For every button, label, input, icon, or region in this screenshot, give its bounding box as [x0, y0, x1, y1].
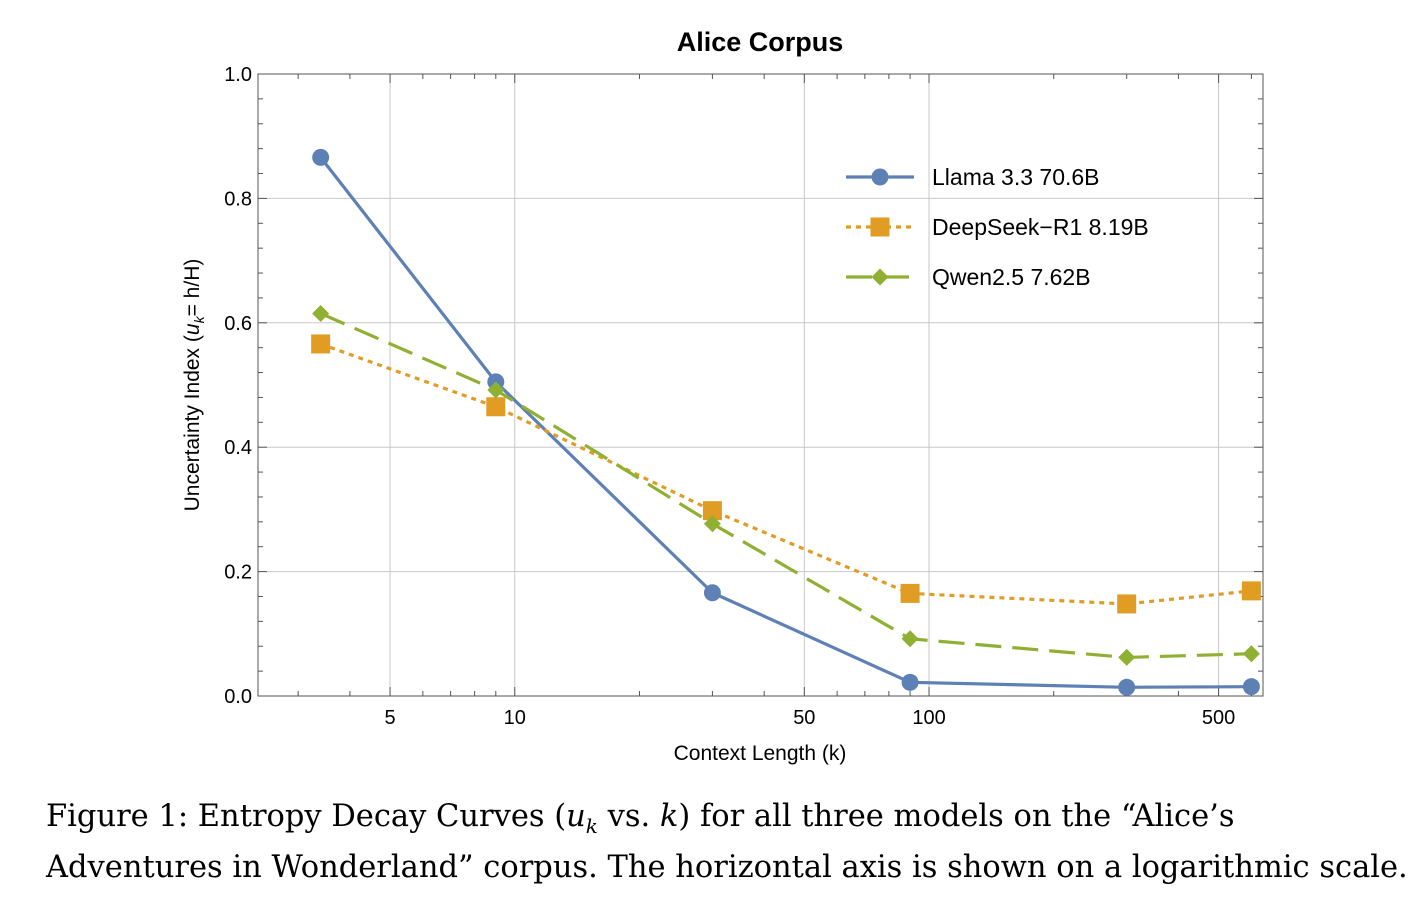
x-tick-label: 500	[1202, 707, 1235, 729]
axis-ticks: 0.0 0.2 0.4 0.6 0.8 1.0 5 10 50 100 500	[224, 64, 1263, 729]
figure-caption: Figure 1: Entropy Decay Curves (uk vs. k…	[46, 796, 1412, 889]
legend-marker	[870, 217, 890, 237]
y-axis-label-var: u	[181, 323, 204, 335]
data-point	[312, 148, 330, 166]
series-line	[319, 156, 1252, 689]
data-point	[900, 583, 920, 603]
x-axis-label: Context Length (k)	[674, 742, 847, 765]
series-1	[311, 334, 1261, 614]
data-point	[702, 501, 722, 521]
series-line	[320, 342, 1252, 606]
y-tick-label: 0.0	[224, 686, 252, 708]
data-point	[1242, 645, 1260, 663]
data-point	[703, 515, 721, 533]
data-point	[1117, 594, 1137, 614]
y-axis-label: Uncertainty Index (uk= h/H)	[181, 259, 207, 512]
y-tick-label: 0.4	[224, 437, 252, 459]
plot-frame	[257, 73, 1264, 697]
data-point	[703, 584, 721, 602]
data-point	[901, 673, 919, 691]
legend-marker	[871, 268, 889, 286]
data-point	[486, 397, 506, 417]
data-point	[1241, 581, 1261, 601]
caption-prefix: Figure 1: Entropy Decay Curves (	[46, 799, 567, 834]
series-2	[312, 304, 1260, 666]
data-point	[1242, 678, 1260, 696]
y-tick-label: 0.2	[224, 562, 252, 584]
y-tick-label: 1.0	[224, 64, 252, 86]
series-layer	[311, 148, 1261, 696]
chart-title: Alice Corpus	[677, 27, 844, 57]
series-line	[320, 312, 1252, 660]
x-tick-label: 50	[793, 707, 815, 729]
x-tick-label: 5	[384, 707, 395, 729]
y-axis-label-suffix: = h/H)	[181, 259, 204, 317]
y-tick-label: 0.8	[224, 188, 252, 210]
caption-var-sub: k	[585, 814, 598, 839]
y-axis-label-prefix: Uncertainty Index (	[181, 335, 204, 511]
data-point	[487, 381, 505, 399]
chart: 0.0 0.2 0.4 0.6 0.8 1.0 5 10 50 100 500 Llama 3.3 …	[181, 27, 1264, 765]
legend: Llama 3.3 70.6B DeepSeek−R1 8.19B Qwen2.5 …	[846, 164, 1149, 290]
legend-label: Llama 3.3 70.6B	[932, 164, 1100, 190]
caption-middle: vs.	[597, 799, 660, 834]
grid-lines	[258, 74, 1263, 696]
legend-label: Qwen2.5 7.62B	[932, 264, 1091, 290]
x-tick-label: 100	[912, 707, 945, 729]
y-axis-label-sub: k	[191, 315, 207, 323]
series-0	[312, 148, 1260, 696]
legend-marker	[871, 168, 889, 186]
x-tick-label: 10	[504, 707, 526, 729]
caption-suffix: ) for all three models on the “Alice’s A…	[46, 799, 1408, 886]
data-point	[1118, 678, 1136, 696]
caption-var-k: k	[659, 799, 679, 834]
data-point	[901, 630, 919, 648]
caption-var-u: u	[566, 799, 586, 834]
data-point	[1118, 648, 1136, 666]
data-point	[312, 304, 330, 322]
data-point	[311, 334, 331, 354]
legend-label: DeepSeek−R1 8.19B	[932, 214, 1149, 240]
y-tick-label: 0.6	[224, 313, 252, 335]
